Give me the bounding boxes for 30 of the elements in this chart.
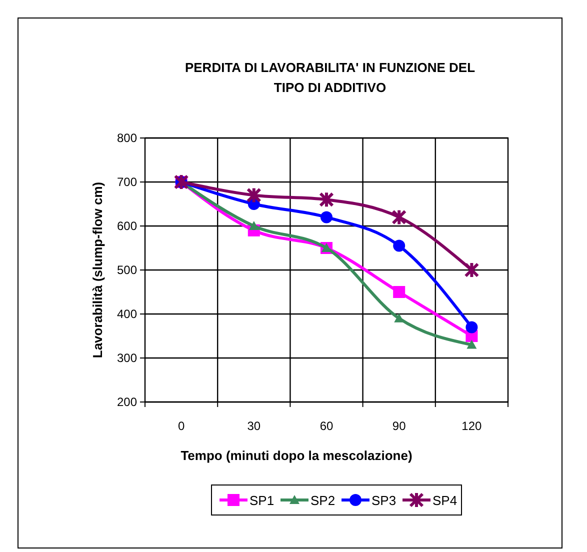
y-axis-title: Lavorabilità (slump-flow cm) <box>90 182 105 358</box>
y-tick-label: 400 <box>116 307 138 321</box>
point <box>248 221 259 230</box>
legend-label: SP3 <box>372 493 396 508</box>
x-tick-label: 60 <box>320 419 334 433</box>
point <box>393 240 406 252</box>
point <box>320 211 332 224</box>
chart-title: PERDITA DI LAVORABILITA' IN FUNZIONE DEL TIPO DI ADDITIVO <box>184 60 476 95</box>
x-axis-title: Tempo (minuti dopo la mescolazione) <box>180 448 412 463</box>
legend-label: SP1 <box>250 493 274 508</box>
y-tick-label: 800 <box>116 131 138 145</box>
x-tick-label: 30 <box>247 419 261 433</box>
point <box>394 313 404 322</box>
x-tick-label: 120 <box>462 419 482 433</box>
x-tick-label: 0 <box>178 419 185 433</box>
point <box>466 340 477 349</box>
point <box>466 321 478 334</box>
point <box>464 262 480 278</box>
y-tick-label: 200 <box>116 395 138 409</box>
point <box>393 286 406 298</box>
x-tick-label: 90 <box>392 419 406 433</box>
y-tick-label: 600 <box>116 219 138 233</box>
point <box>319 191 334 208</box>
point <box>246 186 262 204</box>
legend-label: SP4 <box>432 493 458 508</box>
y-tick-label: 500 <box>116 263 138 277</box>
legend-label: SP2 <box>310 493 336 508</box>
point <box>392 208 407 226</box>
y-tick-label: 700 <box>116 175 138 189</box>
y-tick-label: 300 <box>116 351 138 365</box>
